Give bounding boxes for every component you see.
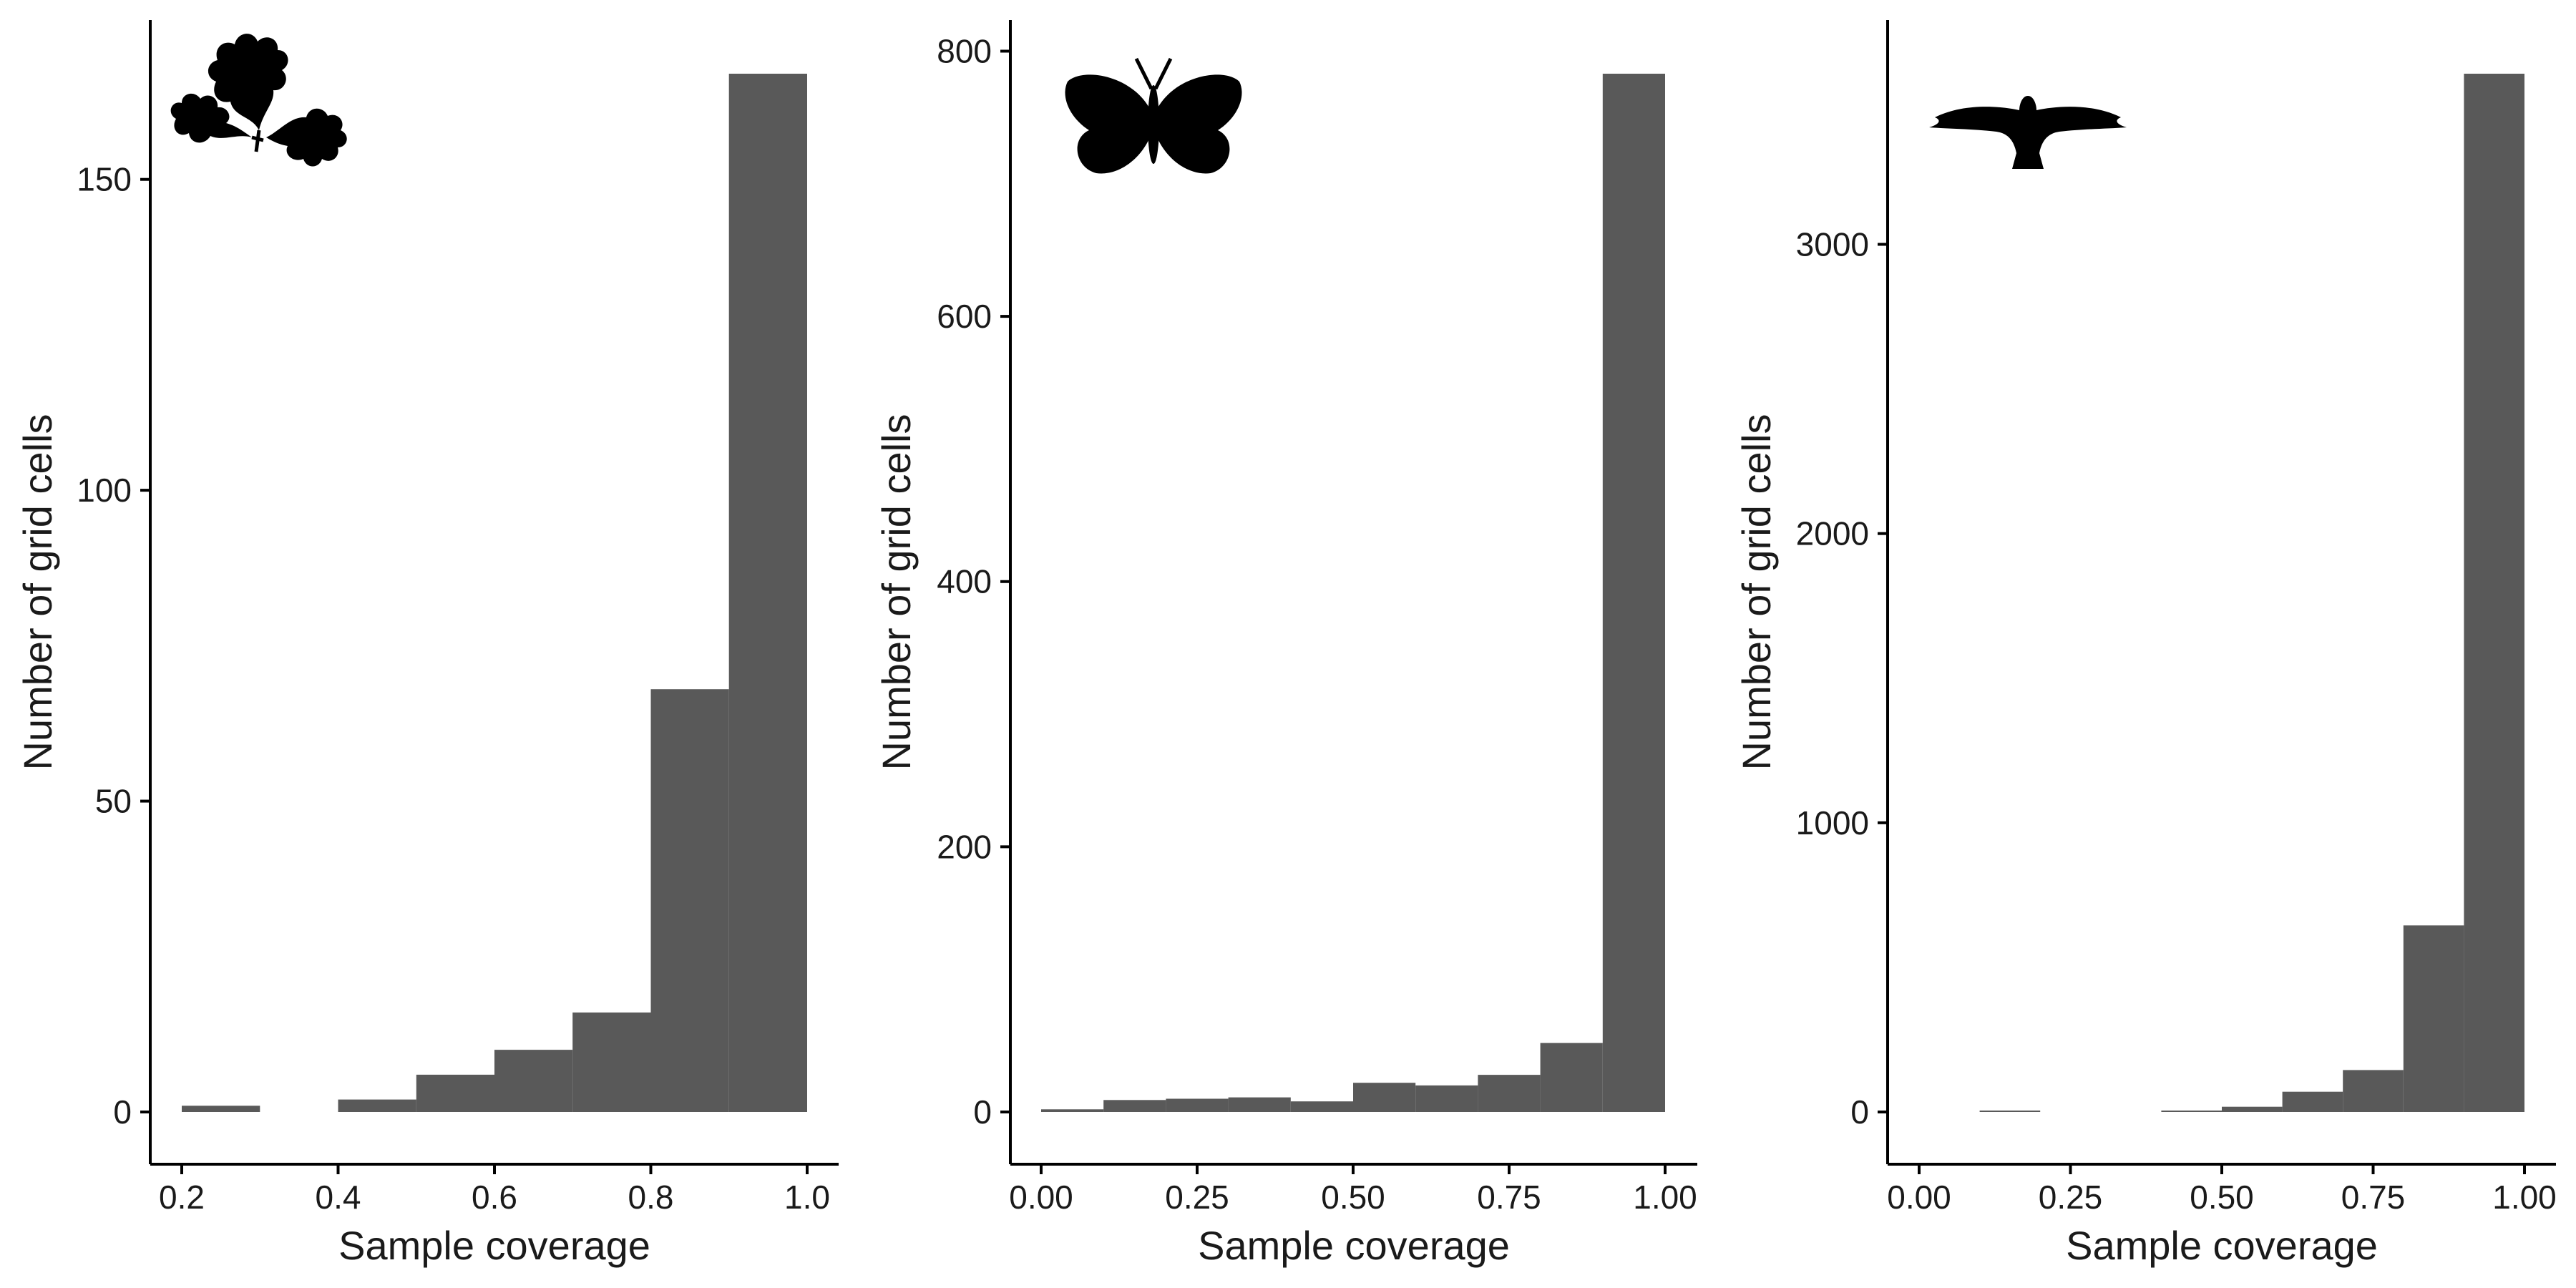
histogram-bar xyxy=(1166,1098,1229,1112)
x-tick-label: 0.50 xyxy=(1321,1179,1385,1216)
histogram-bar xyxy=(1478,1075,1541,1112)
histogram-bar xyxy=(416,1074,495,1112)
y-tick-label: 200 xyxy=(937,828,992,865)
bird-of-prey-icon xyxy=(1929,96,2127,169)
histogram-bar xyxy=(1415,1085,1478,1112)
histogram-bar xyxy=(1290,1101,1353,1112)
y-tick-label: 0 xyxy=(973,1093,992,1131)
histogram-bar xyxy=(1540,1043,1603,1112)
histogram-bar xyxy=(650,689,729,1112)
y-axis-title: Number of grid cells xyxy=(15,414,60,771)
y-axis-title: Number of grid cells xyxy=(874,414,919,771)
panels: 0 50 100 150 0.2 0.4 0.6 0.8 1.0 Sample coverage N… xyxy=(15,20,2557,1268)
x-tick-label: 0.00 xyxy=(1887,1179,1951,1216)
x-axis-title: Sample coverage xyxy=(1198,1223,1510,1268)
histogram-bars xyxy=(182,74,807,1112)
oak-leaf-icon xyxy=(170,34,347,167)
y-tick-label: 3000 xyxy=(1796,225,1869,263)
histogram-bar xyxy=(494,1050,573,1112)
x-tick-label: 0.4 xyxy=(316,1179,361,1216)
x-axis-title: Sample coverage xyxy=(338,1223,650,1268)
x-tick-label: 0.75 xyxy=(2341,1179,2406,1216)
butterfly-icon xyxy=(1065,57,1242,174)
x-tick-label: 0.2 xyxy=(159,1179,205,1216)
x-tick-label: 0.50 xyxy=(2190,1179,2254,1216)
panel-1: 0 50 100 150 0.2 0.4 0.6 0.8 1.0 Sample coverage N… xyxy=(15,20,839,1268)
y-tick-label: 600 xyxy=(937,298,992,335)
panel-2: 0 200 400 600 800 0.00 0.25 0.50 0.75 1.00 Sample … xyxy=(874,20,1697,1268)
histogram-bar xyxy=(2161,1111,2222,1112)
histogram-bar xyxy=(572,1013,651,1112)
y-tick-label: 150 xyxy=(77,161,132,198)
y-tick-label: 0 xyxy=(113,1093,132,1131)
x-axis-title: Sample coverage xyxy=(2066,1223,2378,1268)
x-tick-label: 0.6 xyxy=(472,1179,517,1216)
x-tick-label: 0.8 xyxy=(628,1179,674,1216)
histogram-bars xyxy=(1041,74,1665,1112)
y-tick-label: 1000 xyxy=(1796,804,1869,841)
x-tick-label: 0.25 xyxy=(1165,1179,1229,1216)
histogram-bar xyxy=(2343,1070,2404,1112)
histogram-bar xyxy=(728,74,807,1112)
x-tick-label: 1.0 xyxy=(784,1179,830,1216)
histogram-bar xyxy=(1979,1111,2041,1112)
x-tick-label: 1.00 xyxy=(1633,1179,1697,1216)
x-tick-label: 1.00 xyxy=(2492,1179,2557,1216)
histogram-bar xyxy=(2282,1091,2343,1112)
panel-3: 0 1000 2000 3000 0.00 0.25 0.50 0.75 1.00 Sample … xyxy=(1734,20,2557,1268)
x-tick-label: 0.25 xyxy=(2039,1179,2103,1216)
y-tick-label: 400 xyxy=(937,563,992,600)
histogram-bar xyxy=(1353,1083,1416,1112)
y-tick-label: 2000 xyxy=(1796,515,1869,552)
y-axis-title: Number of grid cells xyxy=(1734,414,1779,771)
histogram-bar xyxy=(2222,1106,2283,1112)
histogram-bars xyxy=(1979,74,2524,1112)
histogram-bar xyxy=(1103,1100,1166,1112)
histogram-bar xyxy=(2403,925,2464,1112)
x-tick-label: 0.75 xyxy=(1477,1179,1541,1216)
x-tick-label: 0.00 xyxy=(1009,1179,1073,1216)
histogram-bar xyxy=(182,1106,260,1112)
y-tick-label: 800 xyxy=(937,32,992,69)
histogram-bar xyxy=(1602,74,1665,1112)
histogram-bar xyxy=(1228,1097,1291,1112)
y-tick-label: 100 xyxy=(77,472,132,509)
y-tick-label: 50 xyxy=(95,783,132,820)
histogram-bar xyxy=(2464,74,2524,1112)
histogram-bar xyxy=(1041,1109,1104,1112)
y-tick-label: 0 xyxy=(1850,1093,1869,1131)
histogram-bar xyxy=(338,1099,416,1112)
